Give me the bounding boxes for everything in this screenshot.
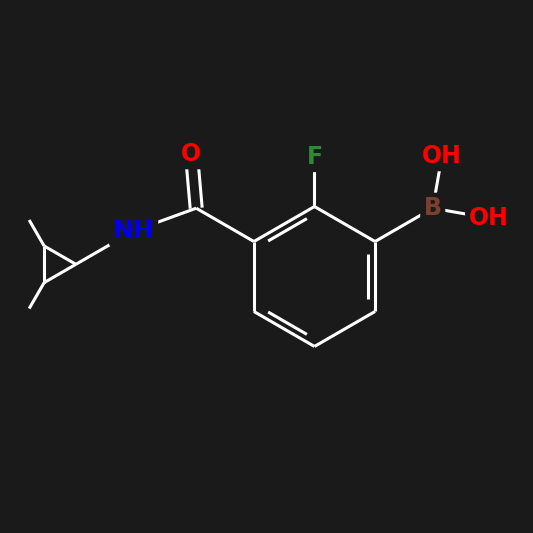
Text: B: B	[424, 196, 442, 220]
Text: NH: NH	[112, 219, 155, 243]
Text: OH: OH	[422, 144, 462, 168]
Text: F: F	[306, 144, 322, 168]
Text: OH: OH	[469, 206, 508, 230]
Text: O: O	[181, 142, 201, 166]
